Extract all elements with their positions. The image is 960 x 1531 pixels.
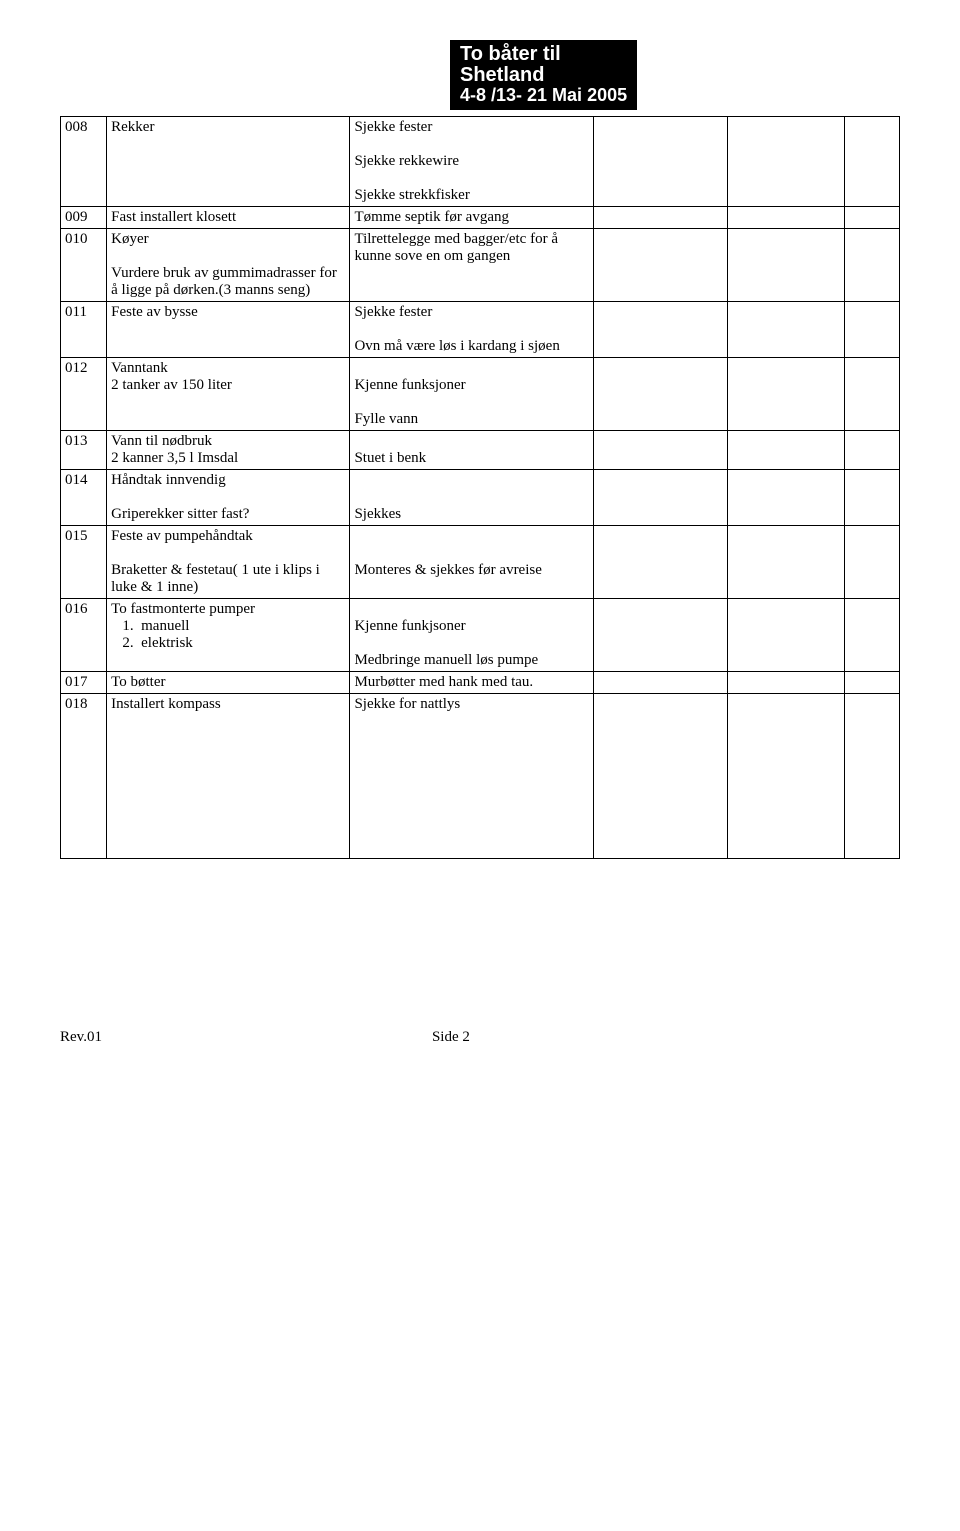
title-line2: Shetland [460,65,627,86]
row-empty [727,693,844,858]
row-empty [727,430,844,469]
table-row: 010Køyer Vurdere bruk av gummimadrasser … [61,228,900,301]
row-empty [845,598,900,671]
table-row: 018Installert kompassSjekke for nattlys [61,693,900,858]
row-id: 014 [61,469,107,525]
row-empty [593,671,727,693]
row-id: 008 [61,116,107,206]
row-empty [593,116,727,206]
table-row: 015Feste av pumpehåndtak Braketter & fes… [61,525,900,598]
footer-rev: Rev.01 [60,1029,102,1046]
row-empty [727,357,844,430]
row-id: 010 [61,228,107,301]
table-row: 012Vanntank 2 tanker av 150 liter Kjenne… [61,357,900,430]
row-action: Murbøtter med hank med tau. [350,671,593,693]
row-empty [727,469,844,525]
row-empty [845,525,900,598]
checklist-table: 008RekkerSjekke fester Sjekke rekkewire … [60,116,900,859]
row-empty [593,469,727,525]
row-empty [845,357,900,430]
table-row: 014Håndtak innvendig Griperekker sitter … [61,469,900,525]
table-row: 011Feste av bysseSjekke fester Ovn må væ… [61,301,900,357]
title-line1: To båter til [460,44,627,65]
row-empty [727,116,844,206]
table-row: 016To fastmonterte pumper 1. manuell 2. … [61,598,900,671]
row-item: Vann til nødbruk 2 kanner 3,5 l Imsdal [107,430,350,469]
row-item: Installert kompass [107,693,350,858]
row-action: Stuet i benk [350,430,593,469]
row-empty [593,525,727,598]
row-action: Tilrettelegge med bagger/etc for å kunne… [350,228,593,301]
row-empty [845,469,900,525]
row-empty [845,671,900,693]
row-item: To bøtter [107,671,350,693]
row-empty [593,301,727,357]
row-id: 011 [61,301,107,357]
row-item: Feste av pumpehåndtak Braketter & festet… [107,525,350,598]
row-empty [727,671,844,693]
row-action: Tømme septik før avgang [350,206,593,228]
row-id: 012 [61,357,107,430]
row-item: Håndtak innvendig Griperekker sitter fas… [107,469,350,525]
title-line3: 4-8 /13- 21 Mai 2005 [460,86,627,106]
footer-page: Side 2 [432,1029,470,1046]
row-empty [845,228,900,301]
row-id: 009 [61,206,107,228]
row-empty [593,206,727,228]
row-action: Kjenne funkjsoner Medbringe manuell løs … [350,598,593,671]
row-empty [845,116,900,206]
row-item: Feste av bysse [107,301,350,357]
row-action: Sjekkes [350,469,593,525]
row-action: Sjekke for nattlys [350,693,593,858]
row-empty [593,693,727,858]
row-item: To fastmonterte pumper 1. manuell 2. ele… [107,598,350,671]
row-id: 017 [61,671,107,693]
row-id: 015 [61,525,107,598]
row-action: Sjekke fester Sjekke rekkewire Sjekke st… [350,116,593,206]
table-row: 013Vann til nødbruk 2 kanner 3,5 l Imsda… [61,430,900,469]
row-empty [727,301,844,357]
row-id: 013 [61,430,107,469]
table-row: 009Fast installert klosettTømme septik f… [61,206,900,228]
row-id: 016 [61,598,107,671]
row-empty [727,598,844,671]
table-row: 008RekkerSjekke fester Sjekke rekkewire … [61,116,900,206]
row-empty [593,430,727,469]
row-empty [593,228,727,301]
row-empty [593,357,727,430]
row-empty [845,430,900,469]
page-footer: Rev.01 Side 2 [60,1029,900,1046]
row-action: Monteres & sjekkes før avreise [350,525,593,598]
row-item: Vanntank 2 tanker av 150 liter [107,357,350,430]
title-box: To båter til Shetland 4-8 /13- 21 Mai 20… [450,40,637,110]
row-empty [593,598,727,671]
row-empty [845,693,900,858]
row-id: 018 [61,693,107,858]
row-item: Rekker [107,116,350,206]
table-row: 017To bøtterMurbøtter med hank med tau. [61,671,900,693]
row-empty [727,228,844,301]
row-action: Kjenne funksjoner Fylle vann [350,357,593,430]
row-item: Fast installert klosett [107,206,350,228]
row-empty [845,301,900,357]
row-empty [845,206,900,228]
row-empty [727,206,844,228]
row-empty [727,525,844,598]
row-action: Sjekke fester Ovn må være løs i kardang … [350,301,593,357]
row-item: Køyer Vurdere bruk av gummimadrasser for… [107,228,350,301]
